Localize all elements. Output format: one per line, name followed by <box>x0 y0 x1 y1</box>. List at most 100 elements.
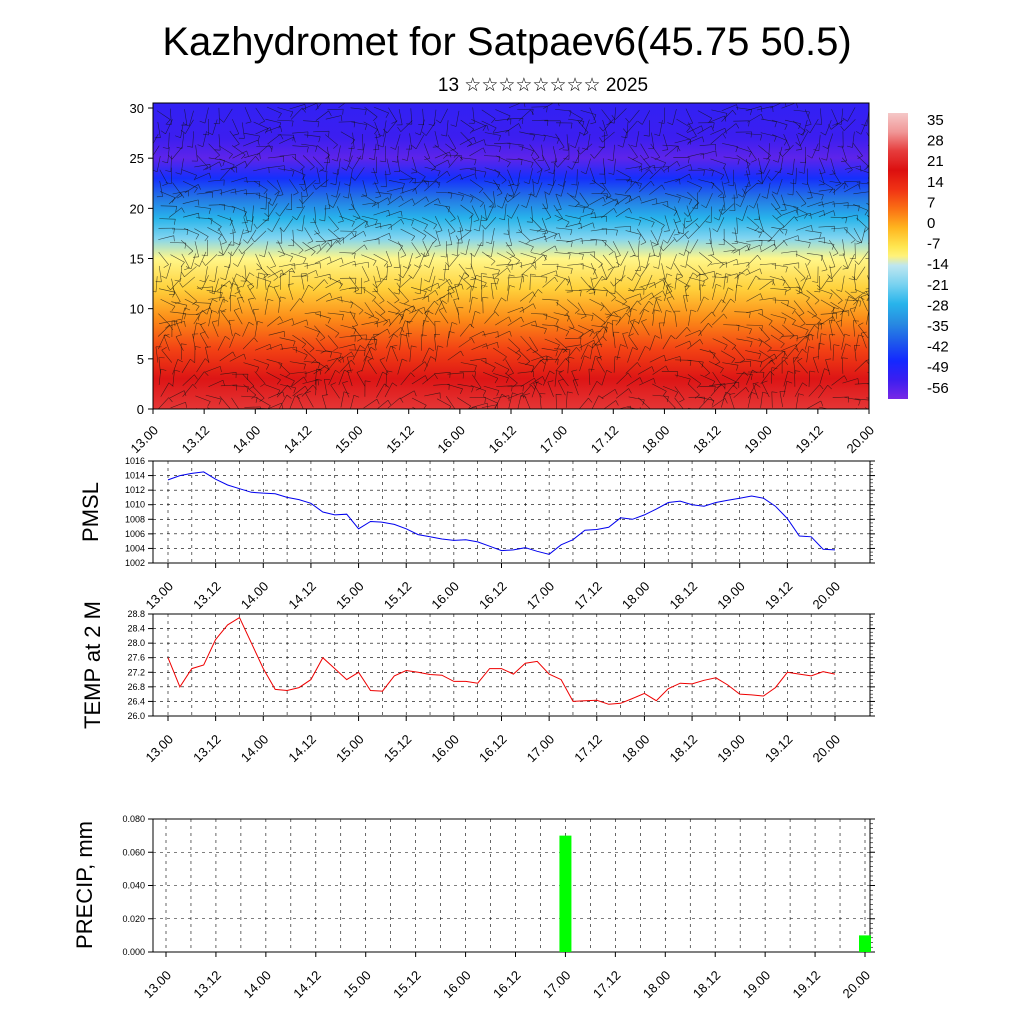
wind-barb <box>254 230 267 243</box>
x-tick-label: 19.12 <box>792 423 826 457</box>
wind-barb <box>445 278 455 293</box>
wind-barb-flag <box>752 382 759 384</box>
wind-barb <box>721 104 737 112</box>
wind-barb <box>663 107 666 124</box>
wind-barb-flag <box>278 122 282 129</box>
wind-barb <box>866 164 869 168</box>
wind-barb <box>205 254 218 266</box>
wind-barb <box>219 396 231 409</box>
wind-barb-flag <box>643 421 648 423</box>
wind-barb <box>554 348 571 351</box>
wind-barb-flag <box>247 283 253 286</box>
wind-barb-flag <box>582 121 585 127</box>
wind-barb-flag <box>658 122 665 124</box>
wind-barb <box>434 334 437 351</box>
wind-barb-flag <box>555 394 562 396</box>
y-tick-label: 1012 <box>125 485 145 495</box>
wind-barb <box>354 167 365 181</box>
wind-barb-flag <box>662 290 666 297</box>
wind-barb <box>398 278 401 295</box>
wind-barb <box>220 372 237 375</box>
wind-barb-flag <box>235 332 241 336</box>
wind-barb-flag <box>314 232 320 235</box>
wind-barb <box>745 106 762 112</box>
wind-barb-flag <box>716 272 722 276</box>
wind-barb-flag <box>482 390 487 396</box>
wind-barb <box>825 359 831 376</box>
wind-barb <box>422 240 430 256</box>
wind-barb-flag <box>210 218 213 225</box>
wind-barb <box>528 289 539 303</box>
wind-barb-flag <box>674 392 679 398</box>
wind-barb-flag <box>391 344 398 347</box>
wind-barb-flag <box>656 298 662 301</box>
wind-barb-flag <box>686 327 691 332</box>
x-tick-label: 14.12 <box>290 968 324 1002</box>
wind-barb-flag <box>535 320 537 327</box>
wind-barb <box>505 262 522 267</box>
wind-barb <box>485 217 497 230</box>
wind-barb-flag <box>829 293 833 300</box>
wind-barb-flag <box>725 273 732 276</box>
wind-barb <box>844 397 861 401</box>
wind-barb-flag <box>611 297 616 302</box>
wind-barb <box>484 144 501 147</box>
wind-barb <box>519 291 533 302</box>
wind-barb <box>399 320 406 336</box>
wind-barb-flag <box>207 132 213 135</box>
wind-barb <box>200 324 209 339</box>
wind-barb <box>506 251 520 261</box>
wind-barb-flag <box>308 284 314 289</box>
wind-barb <box>508 392 513 409</box>
wind-barb <box>373 253 388 263</box>
wind-barb <box>276 179 284 195</box>
wind-barb <box>818 134 821 151</box>
wind-barb <box>504 203 507 220</box>
wind-barb-flag <box>568 357 575 359</box>
wind-barb <box>172 190 189 195</box>
wind-barb <box>711 181 723 194</box>
wind-barb-flag <box>790 182 796 185</box>
wind-barb <box>526 192 532 208</box>
wind-barb <box>361 143 365 160</box>
wind-barb-flag <box>301 343 307 349</box>
wind-barb <box>506 118 524 120</box>
wind-barb <box>315 337 326 351</box>
wind-barb-flag <box>784 124 788 131</box>
wind-barb-flag <box>339 280 342 286</box>
wind-barb <box>204 107 209 124</box>
wind-barb <box>793 109 810 113</box>
wind-barb-flag <box>832 123 838 126</box>
wind-barb <box>458 191 474 198</box>
wind-barb-flag <box>342 381 348 384</box>
wind-barb <box>722 143 738 147</box>
wind-barb <box>407 253 413 269</box>
wind-barb-flag <box>259 397 265 402</box>
wind-barb-flag <box>470 197 474 203</box>
wind-barb <box>676 132 691 141</box>
wind-barb <box>529 133 546 137</box>
wind-barb-flag <box>305 390 311 394</box>
wind-barb-flag <box>185 402 188 408</box>
wind-barb <box>244 265 247 282</box>
wind-barb-flag <box>264 212 269 218</box>
wind-barb-flag <box>808 333 815 337</box>
wind-barb <box>199 251 207 267</box>
wind-barb <box>555 358 566 372</box>
wind-barb <box>383 120 387 137</box>
wind-barb-flag <box>745 387 750 393</box>
wind-barb-flag <box>414 390 417 397</box>
wind-barb <box>219 351 234 362</box>
wind-barb <box>312 279 325 291</box>
wind-barb-flag <box>744 185 751 187</box>
wind-barb <box>460 362 477 366</box>
wind-barb-flag <box>588 285 594 290</box>
wind-barb-flag <box>521 204 527 208</box>
wind-barb-flag <box>555 350 558 357</box>
wind-barb <box>352 215 368 222</box>
wind-barb-flag <box>666 291 673 294</box>
wind-barb-flag <box>603 197 606 203</box>
wind-barb-flag <box>376 398 380 405</box>
wind-barb <box>506 285 510 302</box>
wind-barb-flag <box>605 327 608 333</box>
